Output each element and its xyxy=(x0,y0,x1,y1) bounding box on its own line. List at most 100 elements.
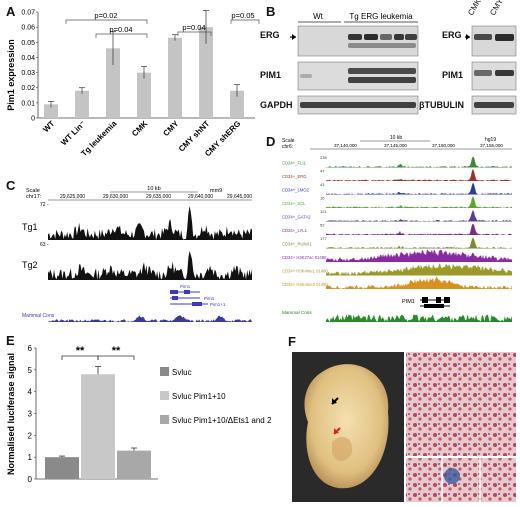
panel-a-ytick-label: 0 xyxy=(31,116,35,123)
panel-d-track-label: CD34+_LYL1 xyxy=(282,228,308,233)
panel-d-track-label: CD34+_ERG xyxy=(282,174,307,179)
panel-a-ytick-label: 0.03 xyxy=(21,70,35,77)
panel-a-category-label: WT xyxy=(41,119,56,134)
panel-f-histology-bottom xyxy=(406,458,516,502)
panel-d-track-max: 41 xyxy=(320,182,325,187)
panel-c-tg2-signal xyxy=(48,250,252,280)
panel-e-ytick-label: 3 xyxy=(28,410,33,419)
panel-f-svg xyxy=(292,352,516,502)
panel-c-scale-label: Scale xyxy=(26,188,40,194)
panel-e-legend-swatch xyxy=(160,367,169,376)
panel-d-cons-signal xyxy=(326,314,512,322)
panel-d-track-label: CD34+ H3K4me3 01480 xyxy=(282,282,328,287)
panel-d-coord-4: 37,155,000 xyxy=(480,143,503,148)
panel-label-c: C xyxy=(6,178,16,193)
panel-e-legend-label: Svluc Pim1+10/ΔEts1 and 2 xyxy=(172,416,272,425)
panel-d-gene-label: PIM1 xyxy=(402,299,415,305)
panel-a-sig-brackets xyxy=(65,19,260,38)
panel-b-right-row-pim1: PIM1 xyxy=(442,70,464,80)
panel-c-coord-2: 29,630,000 xyxy=(103,194,128,200)
panel-d-track-label: CD34+_SCL xyxy=(282,201,306,206)
panel-e-ytick-label: 5 xyxy=(28,366,33,375)
panel-d-track-signal xyxy=(326,276,512,289)
panel-a-bar xyxy=(106,48,120,118)
panel-a-bar xyxy=(168,37,182,118)
panel-d-track-label: CD34+ H3K27ac 01480 xyxy=(282,255,327,260)
panel-d-svg: Scale chr6: 10 kb hg19 37,140,000 37,145… xyxy=(282,135,512,322)
panel-c-track-tg2: Tg2 xyxy=(22,260,38,270)
panel-d-track-label: CD34+_RUNX1 xyxy=(282,242,312,247)
panel-d-scale-label: Scale xyxy=(282,138,295,144)
panel-d-track-signal xyxy=(326,182,512,195)
panel-d-track-label: CD34+ H3K4me1 01480 xyxy=(282,269,328,274)
panel-a-sig-1: p=0.02 xyxy=(94,11,117,20)
panel-d-track-signal xyxy=(326,168,512,181)
panel-c-gene-3: Pim1+1 xyxy=(210,302,226,307)
panel-d-track-signal xyxy=(326,223,512,235)
panel-c-coord-3: 29,635,000 xyxy=(146,194,171,200)
panel-e-sig-2: ** xyxy=(112,345,121,357)
blot-pim1 xyxy=(297,61,419,91)
panel-c-max-2: 63 - xyxy=(40,242,49,248)
panel-a-chart: Pim1 expression 0 0.01 0.02 0.03 0.04 0.05 0.0… xyxy=(6,10,260,158)
panel-e-ytick-label: 6 xyxy=(28,344,33,353)
panel-d-gene-model xyxy=(420,297,450,308)
panel-c-gene-2: Pim1 xyxy=(204,296,215,301)
panel-a-ylabel: Pim1 expression xyxy=(6,39,16,111)
panel-c-gene-1: Pim1 xyxy=(180,284,191,289)
panel-d-track-label: CD34+_FLI1 xyxy=(282,161,307,166)
panel-a-ytick-label: 0.02 xyxy=(21,85,35,92)
panel-c-cons-label: Mammal Cons xyxy=(22,313,55,319)
panel-a-ytick-label: 0.05 xyxy=(21,40,35,47)
panel-e-legend-swatch xyxy=(160,391,169,400)
panel-b-western: Wt Tg ERG leukemia xyxy=(260,0,520,130)
panel-f-embryo xyxy=(304,364,389,489)
panel-a-ytick-label: 0.06 xyxy=(21,25,35,32)
panel-c-coord-5: 29,645,000 xyxy=(227,194,252,200)
panel-a-bar xyxy=(230,90,244,118)
panel-c-chr: chr17: xyxy=(26,194,42,200)
panel-e-ytick-label: 1 xyxy=(28,453,33,462)
panel-e-bar xyxy=(117,450,151,479)
panel-c-genome: mm9 xyxy=(210,188,222,194)
panel-f-histology-top xyxy=(406,352,516,456)
panel-b-group-wt: Wt xyxy=(313,12,324,21)
panel-a-sig-2: p=0.04 xyxy=(109,25,132,34)
panel-d-cons-label: Mammal Cons xyxy=(282,310,312,315)
panel-d-browser: Scale chr6: 10 kb hg19 37,140,000 37,145… xyxy=(280,134,516,324)
panel-d-coord-1: 37,140,000 xyxy=(334,143,357,148)
panel-d-track-max: 47 xyxy=(320,169,325,174)
panel-d-coord-3: 37,150,000 xyxy=(432,143,455,148)
panel-d-track-signal xyxy=(326,249,512,262)
panel-a-sig-3: p=0.04 xyxy=(182,23,205,32)
panel-e-ytick-label: 2 xyxy=(28,431,33,440)
panel-b-row-erg: ERG xyxy=(260,30,280,40)
panel-e-bar xyxy=(45,457,79,479)
panel-d-track-label: CD34+_GATA2 xyxy=(282,215,311,220)
panel-d-track-signal xyxy=(326,237,512,249)
panel-a-ytick-label: 0.04 xyxy=(21,55,35,62)
panel-a-bar xyxy=(137,72,151,118)
panel-a-category-label: CMK xyxy=(130,119,149,138)
arrow-icon xyxy=(292,34,296,40)
panel-a-bar xyxy=(44,104,58,118)
panel-d-track-signal xyxy=(326,156,512,168)
panel-a-ytick-label: 0.07 xyxy=(21,10,35,17)
panel-c-coord-4: 29,640,000 xyxy=(188,194,213,200)
panel-d-track-max: 52 xyxy=(320,223,325,228)
panel-c-track-tg1: Tg1 xyxy=(22,222,38,232)
panel-b-right-row-erg: ERG xyxy=(442,30,462,40)
panel-d-track-max: 235 xyxy=(320,155,327,160)
panel-d-track-max: 16 xyxy=(320,196,325,201)
panel-d-track-max: 121 xyxy=(320,209,327,214)
panel-a-category-label: WT Lin⁻ xyxy=(59,119,87,147)
panel-c-cons-signal xyxy=(48,315,252,322)
panel-d-coord-2: 37,145,000 xyxy=(384,143,407,148)
panel-e-ylabel: Normalised luciferase signal xyxy=(6,353,16,475)
panel-a-ytick-label: 0.01 xyxy=(21,100,35,107)
panel-label-a: A xyxy=(6,4,16,19)
panel-e-bar xyxy=(81,374,115,479)
panel-label-f: F xyxy=(288,334,296,349)
panel-c-max-1: 72 - xyxy=(40,202,49,208)
